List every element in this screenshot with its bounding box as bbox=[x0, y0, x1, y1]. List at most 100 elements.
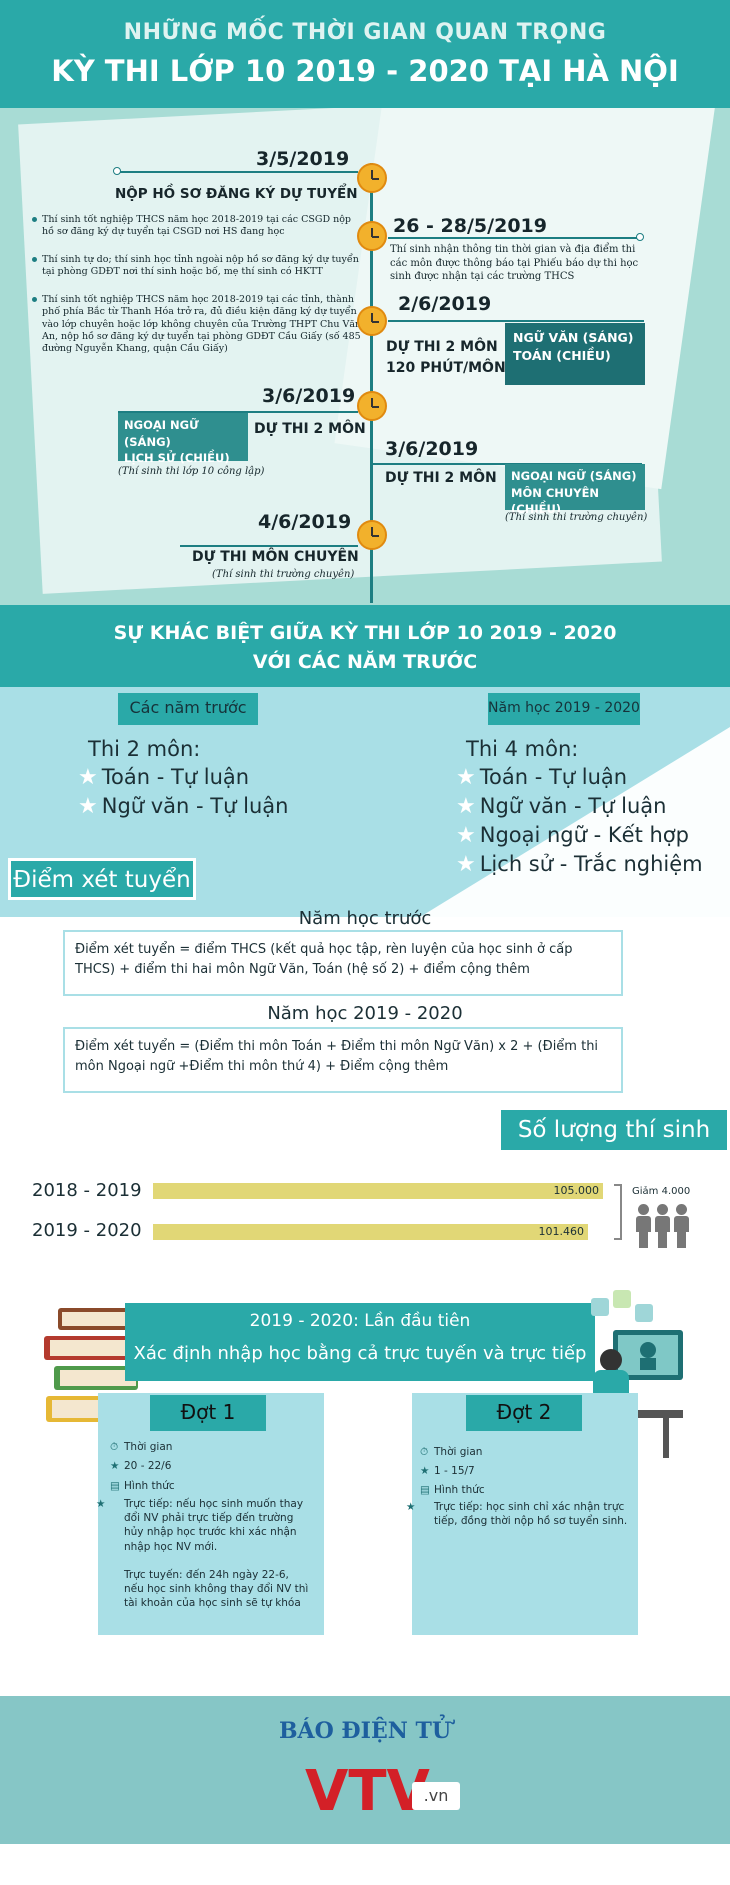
m5-date: 3/6/2019 bbox=[385, 438, 479, 460]
header-subtitle: NHỮNG MỐC THỜI GIAN QUAN TRỌNG bbox=[123, 20, 607, 45]
difference-title-2: VỚI CÁC NĂM TRƯỚC bbox=[252, 651, 478, 673]
timeline-section: 3/5/2019 NỘP HỒ SƠ ĐĂNG KÝ DỰ TUYỂN Thí … bbox=[0, 108, 730, 605]
this-year-item-label: Ngoại ngữ - Kết hợp bbox=[479, 823, 689, 847]
m5-subject-1: NGOẠI NGỮ (SÁNG) bbox=[511, 469, 637, 483]
footer: BÁO ĐIỆN TỬ VTV .vn bbox=[0, 1696, 730, 1844]
m3-date: 2/6/2019 bbox=[398, 293, 492, 315]
header-title: KỲ THI LỚP 10 2019 - 2020 TẠI HÀ NỘI bbox=[51, 54, 679, 88]
m4-subject-2: LỊCH SỬ (CHIỀU) bbox=[124, 451, 230, 466]
connector-line bbox=[180, 545, 358, 547]
m6-heading: DỰ THI MÔN CHUYÊN bbox=[192, 549, 359, 565]
m5-subjects: NGOẠI NGỮ (SÁNG) MÔN CHUYÊN (CHIỀU) bbox=[505, 464, 645, 516]
round2-item-1: ★ Trực tiếp: học sinh chỉ xác nhận trực t… bbox=[406, 1501, 628, 1528]
m3-label-1: DỰ THI 2 MÔN bbox=[386, 339, 498, 355]
star-icon: ★ bbox=[456, 794, 476, 819]
difference-title-1: SỰ KHÁC BIỆT GIỮA KỲ THI LỚP 10 2019 - 2… bbox=[113, 622, 617, 644]
this-year-item: ★ Toán - Tự luận bbox=[456, 765, 627, 790]
decrease-bracket bbox=[614, 1184, 622, 1240]
m3-subject-1: NGỮ VĂN (SÁNG) bbox=[513, 330, 634, 345]
m3-label-2: 120 PHÚT/MÔN bbox=[386, 360, 506, 376]
this-year-item-label: Toán - Tự luận bbox=[479, 765, 628, 789]
clock-icon: ⏱ bbox=[420, 1446, 429, 1458]
round1-item-2: Trực tuyến: đến 24h ngày 22-6, nếu học s… bbox=[124, 1569, 309, 1610]
round2-time-value: ★ 1 - 15/7 bbox=[420, 1465, 475, 1477]
round2-tag: Đợt 2 bbox=[466, 1395, 582, 1431]
person-icon bbox=[655, 1204, 670, 1248]
clock-icon bbox=[357, 306, 387, 336]
m4-label: DỰ THI 2 MÔN bbox=[254, 421, 366, 437]
person-icon bbox=[674, 1204, 689, 1248]
m2-date: 26 - 28/5/2019 bbox=[393, 215, 547, 237]
m4-subject-1: NGOẠI NGỮ (SÁNG) bbox=[124, 418, 199, 449]
star-icon: ★ bbox=[78, 794, 98, 819]
round1-card bbox=[98, 1393, 324, 1635]
prev-years-title: Thi 2 môn: bbox=[88, 737, 201, 761]
connector-line bbox=[388, 237, 638, 239]
candidates-tag: Số lượng thí sinh bbox=[498, 1107, 730, 1153]
round2-form-label: ▤ Hình thức bbox=[420, 1484, 485, 1496]
person-icon bbox=[636, 1204, 651, 1248]
difference-header: SỰ KHÁC BIỆT GIỮA KỲ THI LỚP 10 2019 - 2… bbox=[0, 605, 730, 687]
m1-bullet-1: Thí sinh tốt nghiệp THCS năm học 2018-20… bbox=[32, 214, 362, 239]
round2-card bbox=[412, 1393, 638, 1635]
footer-domain: .vn bbox=[412, 1782, 460, 1810]
score-tag: Điểm xét tuyển bbox=[8, 858, 196, 900]
m1-date: 3/5/2019 bbox=[256, 148, 350, 170]
round1-time-label: ⏱ Thời gian bbox=[110, 1441, 173, 1453]
paper-bg-2 bbox=[334, 108, 716, 490]
round1-item-1: ★ Trực tiếp: nếu học sinh muốn thay đổi N… bbox=[96, 1498, 304, 1553]
this-year-title: Thi 4 môn: bbox=[466, 737, 579, 761]
m4-note: (Thí sinh thi lớp 10 công lập) bbox=[118, 466, 265, 477]
round1-tag: Đợt 1 bbox=[150, 1395, 266, 1431]
m1-bullet-2: Thí sinh tự do; thí sinh học tỉnh ngoài … bbox=[32, 254, 362, 279]
footer-label: BÁO ĐIỆN TỬ bbox=[278, 1718, 452, 1744]
connector-dot bbox=[636, 233, 644, 241]
bar-category-label: 2018 - 2019 bbox=[32, 1180, 142, 1201]
bar-value-label: 105.000 bbox=[553, 1184, 600, 1197]
prev-item-label: Ngữ văn - Tự luận bbox=[101, 794, 289, 818]
enroll-banner-line-2: Xác định nhập học bằng cả trực tuyến và … bbox=[133, 1343, 587, 1364]
enroll-banner-line-1: 2019 - 2020: Lần đầu tiên bbox=[249, 1311, 471, 1331]
prev-item: ★ Toán - Tự luận bbox=[78, 765, 249, 790]
connector-line bbox=[118, 171, 358, 173]
prev-score-title: Năm học trước bbox=[298, 908, 432, 929]
m4-subjects: NGOẠI NGỮ (SÁNG) LỊCH SỬ (CHIỀU) bbox=[118, 413, 248, 465]
bar-value-label: 101.460 bbox=[538, 1225, 585, 1238]
new-score-title: Năm học 2019 - 2020 bbox=[267, 1003, 463, 1024]
this-year-item-label: Ngữ văn - Tự luận bbox=[479, 794, 667, 818]
connector-line bbox=[388, 320, 644, 322]
clock-icon bbox=[357, 391, 387, 421]
clock-icon: ⏱ bbox=[110, 1441, 119, 1453]
clock-icon bbox=[357, 520, 387, 550]
m3-subject-2: TOÁN (CHIỀU) bbox=[513, 348, 611, 364]
star-icon: ★ bbox=[110, 1460, 120, 1472]
vtv-logo-text: VTV bbox=[305, 1759, 431, 1820]
m5-label: DỰ THI 2 MÔN bbox=[385, 470, 497, 486]
prev-item-label: Toán - Tự luận bbox=[101, 765, 250, 789]
m2-note: Thí sinh nhận thông tin thời gian và địa… bbox=[390, 244, 639, 282]
clock-icon bbox=[357, 221, 387, 251]
prev-years-tag: Các năm trước bbox=[118, 693, 258, 725]
this-year-item-label: Lịch sử - Trắc nghiệm bbox=[479, 852, 703, 876]
m6-note: (Thí sinh thi trường chuyên) bbox=[212, 569, 355, 580]
new-score-formula: Điểm xét tuyển = (Điểm thi môn Toán + Đi… bbox=[63, 1027, 623, 1093]
star-icon: ★ bbox=[406, 1501, 416, 1513]
bar-2018-2019 bbox=[153, 1183, 603, 1199]
m4-date: 3/6/2019 bbox=[262, 385, 356, 407]
star-icon: ★ bbox=[420, 1465, 430, 1477]
clock-icon bbox=[357, 163, 387, 193]
enroll-banner: 2019 - 2020: Lần đầu tiên Xác định nhập … bbox=[125, 1303, 595, 1381]
this-year-item: ★ Ngoại ngữ - Kết hợp bbox=[456, 823, 689, 848]
m6-date: 4/6/2019 bbox=[258, 511, 352, 533]
bar-category-label: 2019 - 2020 bbox=[32, 1220, 142, 1241]
connector-dot bbox=[113, 167, 121, 175]
star-icon: ★ bbox=[456, 823, 476, 848]
this-year-item: ★ Ngữ văn - Tự luận bbox=[456, 794, 666, 819]
round1-time-value: ★ 20 - 22/6 bbox=[110, 1460, 172, 1472]
m1-heading: NỘP HỒ SƠ ĐĂNG KÝ DỰ TUYỂN bbox=[115, 186, 358, 202]
diagonal-shade bbox=[420, 727, 730, 917]
books-icon: ▤ bbox=[110, 1480, 120, 1492]
timeline-axis bbox=[370, 163, 373, 603]
round2-time-label: ⏱ Thời gian bbox=[420, 1446, 483, 1458]
decrease-label: Giảm 4.000 bbox=[632, 1186, 691, 1197]
